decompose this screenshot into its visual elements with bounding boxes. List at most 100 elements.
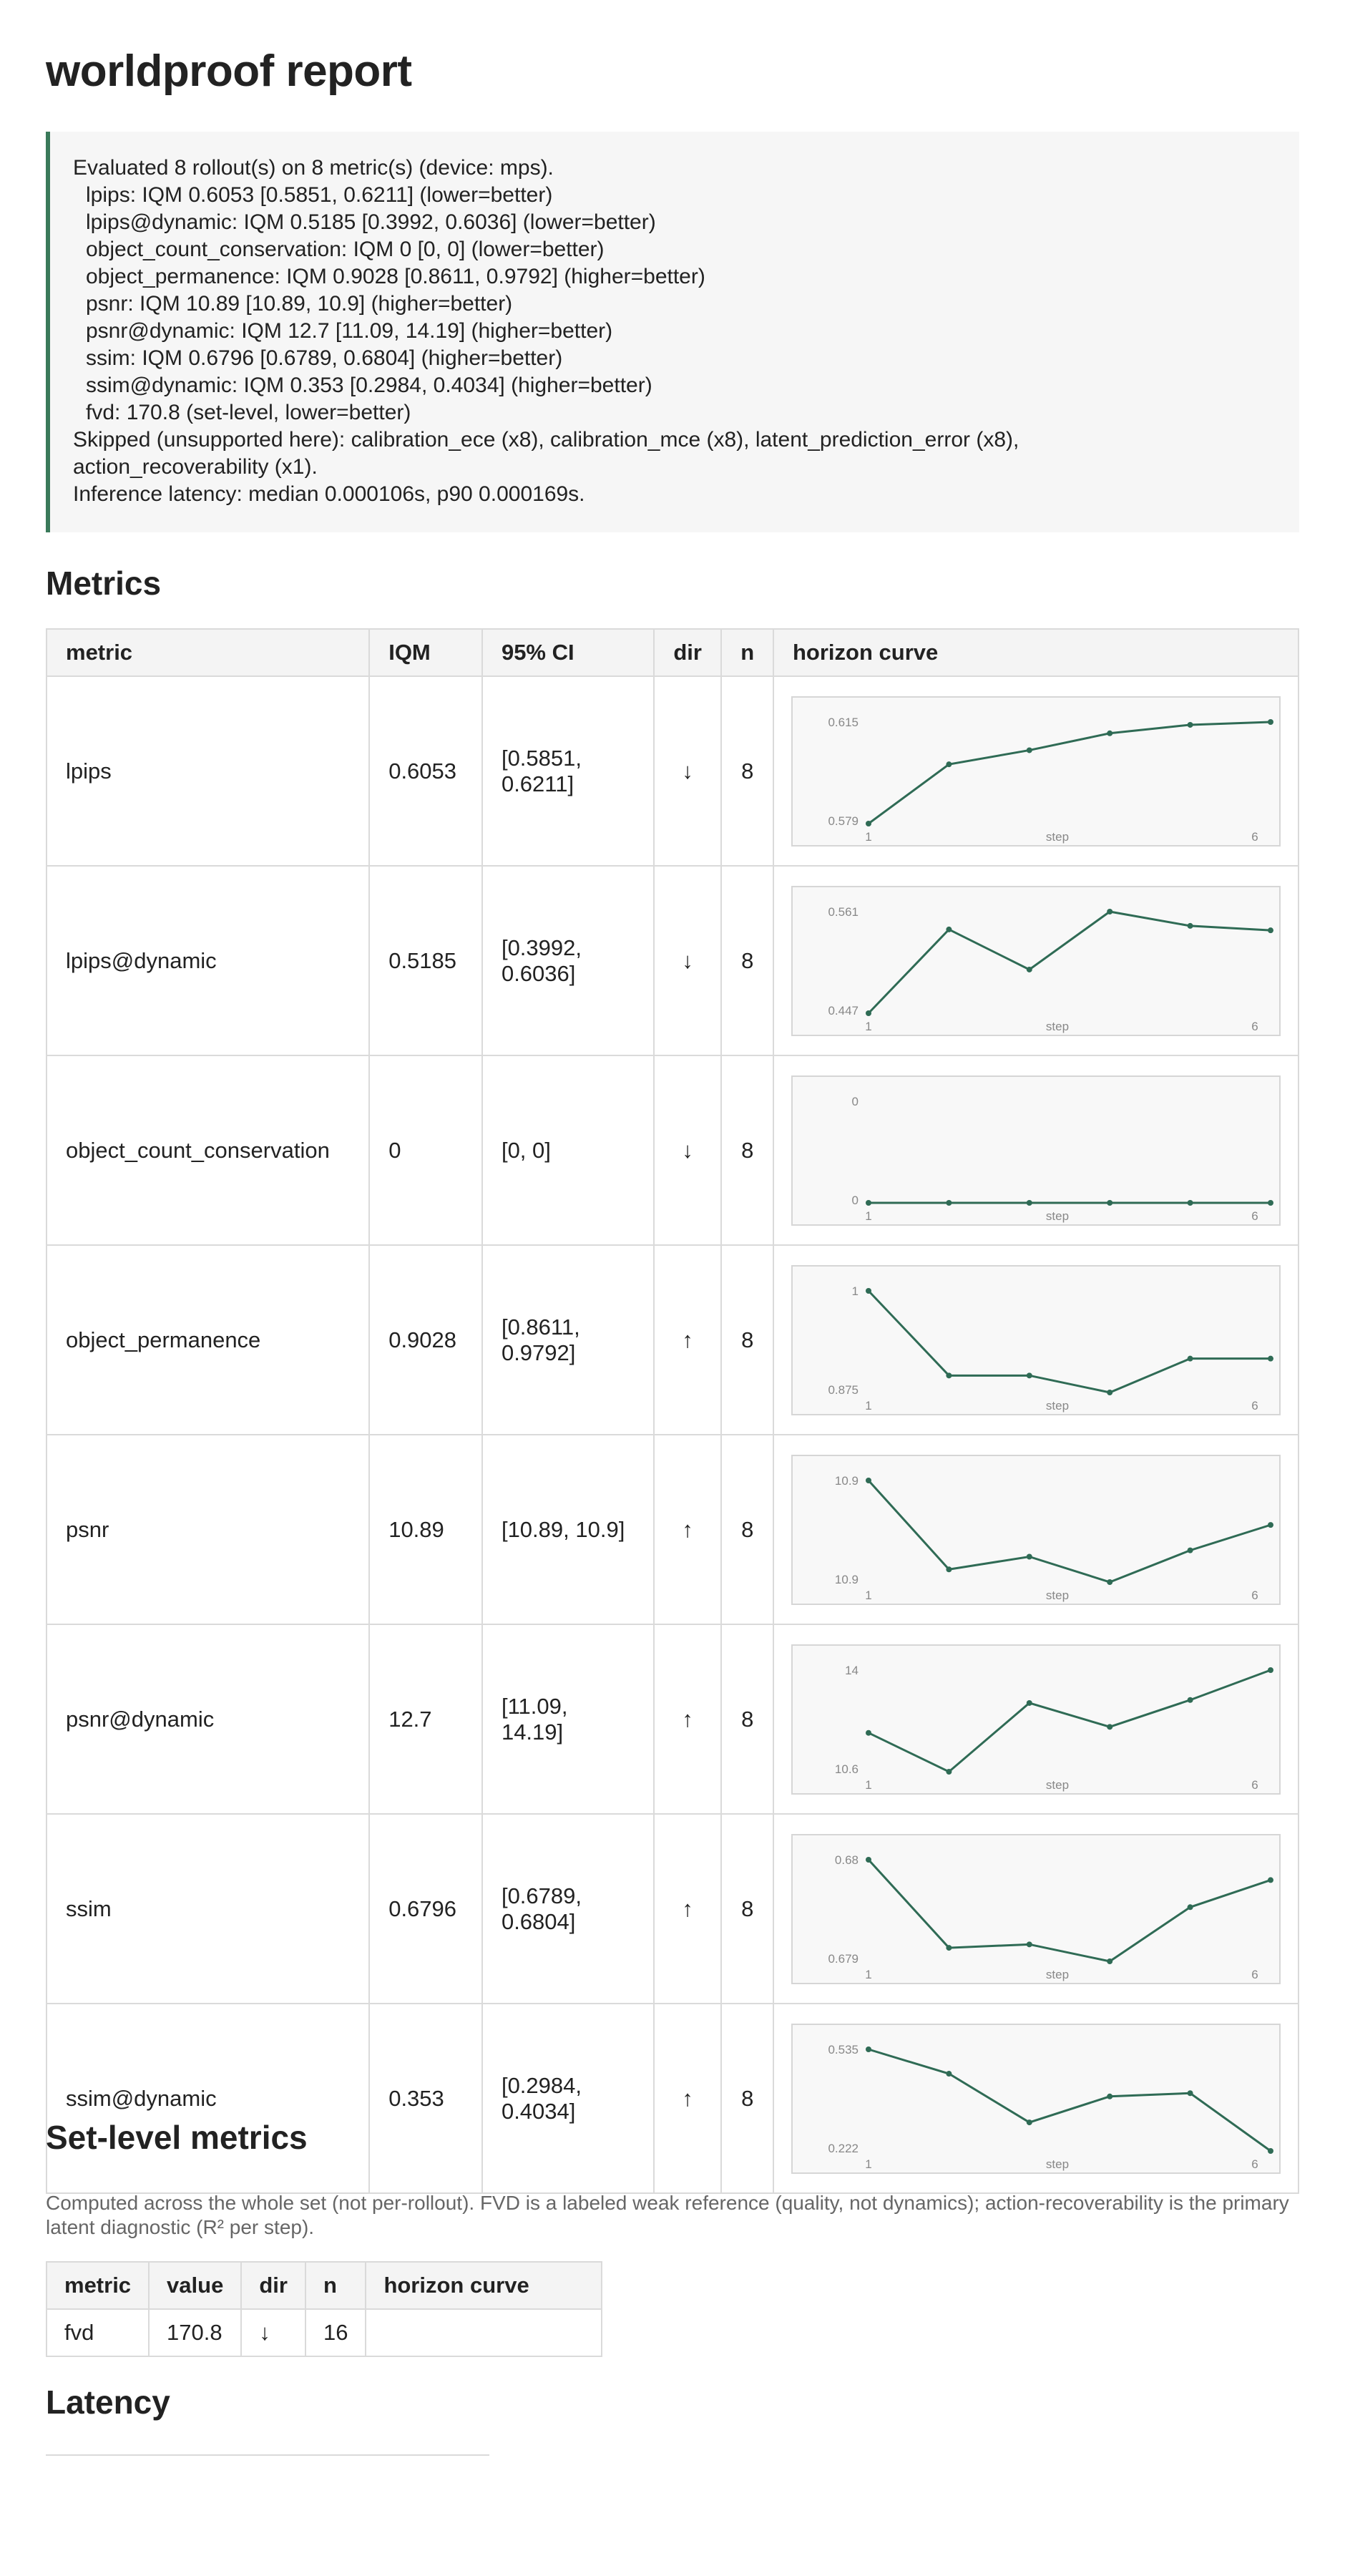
table-row: psnr@dynamic 12.7 [11.09, 14.19] ↑ 8 14 10.6 1 s… (45, 1624, 1299, 1815)
data-point (1268, 927, 1273, 933)
data-point (1107, 1389, 1113, 1395)
iqm-value: 0.9028 (368, 1244, 483, 1435)
data-point (1268, 1667, 1273, 1673)
x-end-label: 6 (1251, 1209, 1258, 1223)
col-header-metric: metric (45, 628, 371, 677)
data-point (1268, 1199, 1273, 1206)
x-axis-label: step (1046, 1778, 1069, 1792)
y-max-label: 0 (852, 1095, 859, 1108)
direction-arrow: ↑ (652, 1244, 723, 1435)
y-min-label: 0.222 (828, 2142, 859, 2155)
direction-arrow: ↑ (652, 2003, 723, 2194)
confidence-interval: [10.89, 10.9] (481, 1434, 655, 1625)
confidence-interval: [0.8611, 0.9792] (481, 1244, 655, 1435)
confidence-interval: [0, 0] (481, 1055, 655, 1246)
data-point (1107, 1199, 1113, 1206)
confidence-interval: [0.3992, 0.6036] (481, 865, 655, 1056)
summary-line: psnr: IQM 10.89 [10.89, 10.9] (higher=be… (86, 292, 513, 316)
iqm-value: 12.7 (368, 1624, 483, 1815)
table-row: psnr 10.89 [10.89, 10.9] ↑ 8 10.9 10.9 1 step 6 (45, 1434, 1299, 1625)
data-point (1268, 1355, 1273, 1362)
data-point (946, 761, 952, 767)
horizon-curve-cell: 0.561 0.447 1 step 6 (773, 865, 1299, 1056)
horizon-curve-chart: 0.615 0.579 1 step 6 (791, 696, 1281, 847)
data-point (946, 1372, 952, 1378)
table-row: lpips@dynamic 0.5185 [0.3992, 0.6036] ↓ 8 0.5… (45, 865, 1299, 1056)
direction-arrow: ↓ (652, 865, 723, 1056)
y-max-label: 1 (852, 1284, 859, 1298)
metric-name: lpips@dynamic (45, 865, 371, 1056)
metric-name: psnr (45, 1434, 371, 1625)
sample-count: 8 (720, 675, 774, 867)
sample-count: 8 (720, 1434, 774, 1625)
data-point (946, 926, 952, 932)
sparkline-svg: 10.9 10.9 1 step 6 (835, 1474, 1273, 1602)
data-point (866, 1729, 871, 1736)
horizon-curve-chart: 14 10.6 1 step 6 (791, 1644, 1281, 1795)
horizon-curve-cell: 14 10.6 1 step 6 (773, 1624, 1299, 1815)
data-point (1187, 721, 1193, 728)
horizon-curve-cell: 0.68 0.679 1 step 6 (773, 1813, 1299, 2004)
x-start-label: 1 (865, 2157, 871, 2171)
series-line (867, 1858, 1271, 1963)
x-axis-label: step (1046, 1399, 1069, 1413)
sparkline-svg: 0.615 0.579 1 step 6 (828, 716, 1273, 844)
sample-count: 8 (720, 1244, 774, 1435)
data-point (866, 1856, 871, 1863)
x-start-label: 1 (865, 1020, 871, 1033)
data-point (1187, 1199, 1193, 1206)
data-point (1107, 1958, 1113, 1964)
col-header-ci: 95% CI (481, 628, 655, 677)
direction-arrow: ↓ (652, 675, 723, 867)
data-point (946, 1199, 952, 1206)
data-point (946, 1944, 952, 1951)
data-point (1026, 966, 1032, 972)
series-line (867, 1289, 1271, 1394)
data-point (1268, 718, 1273, 725)
data-point (1026, 1941, 1032, 1947)
latency-table-stub (46, 2454, 489, 2456)
y-min-label: 0.579 (828, 814, 859, 828)
sparkline-svg: 1 0.875 1 step 6 (828, 1284, 1273, 1413)
metrics-heading: Metrics (46, 565, 162, 602)
sample-count: 8 (720, 1624, 774, 1815)
summary-line: lpips: IQM 0.6053 [0.5851, 0.6211] (lowe… (86, 183, 553, 207)
confidence-interval: [0.5851, 0.6211] (481, 675, 655, 867)
data-point (1268, 1521, 1273, 1528)
summary-line: ssim: IQM 0.6796 [0.6789, 0.6804] (highe… (86, 346, 563, 370)
set-level-table: metric value dir n horizon curve fvd 170… (45, 2261, 603, 2357)
y-min-label: 0.447 (828, 1004, 859, 1018)
direction-arrow: ↑ (652, 1434, 723, 1625)
data-point (866, 820, 871, 826)
sparkline-svg: 001 step 6 (852, 1095, 1273, 1223)
x-axis-label: step (1046, 2157, 1069, 2171)
data-point (1107, 730, 1113, 736)
metric-name: object_permanence (45, 1244, 371, 1435)
x-end-label: 6 (1251, 1399, 1258, 1413)
sample-count: 16 (304, 2308, 367, 2357)
table-row: ssim@dynamic 0.353 [0.2984, 0.4034] ↑ 8 0.535… (45, 2003, 1299, 2194)
metric-name: ssim (45, 1813, 371, 2004)
y-max-label: 14 (845, 1664, 859, 1677)
col-header-metric: metric (45, 2261, 150, 2310)
set-level-header-row: metric value dir n horizon curve (45, 2261, 603, 2310)
summary-line: psnr@dynamic: IQM 12.7 [11.09, 14.19] (h… (86, 319, 613, 343)
data-point (1107, 908, 1113, 914)
x-start-label: 1 (865, 830, 871, 844)
horizon-curve-cell: 1 0.875 1 step 6 (773, 1244, 1299, 1435)
y-max-label: 0.561 (828, 905, 859, 919)
data-point (866, 2046, 871, 2052)
sample-count: 8 (720, 1813, 774, 2004)
data-point (1107, 1723, 1113, 1729)
metric-name: lpips (45, 675, 371, 867)
x-start-label: 1 (865, 1968, 871, 1981)
set-level-heading: Set-level metrics (46, 2119, 308, 2156)
metric-name: fvd (45, 2308, 150, 2357)
data-point (946, 1566, 952, 1572)
horizon-curve-cell: 10.9 10.9 1 step 6 (773, 1434, 1299, 1625)
horizon-curve-cell: 0.615 0.579 1 step 6 (773, 675, 1299, 867)
direction-arrow: ↑ (652, 1813, 723, 2004)
data-point (1026, 746, 1032, 753)
page-title: worldproof report (46, 47, 412, 96)
data-point (1107, 1579, 1113, 1585)
